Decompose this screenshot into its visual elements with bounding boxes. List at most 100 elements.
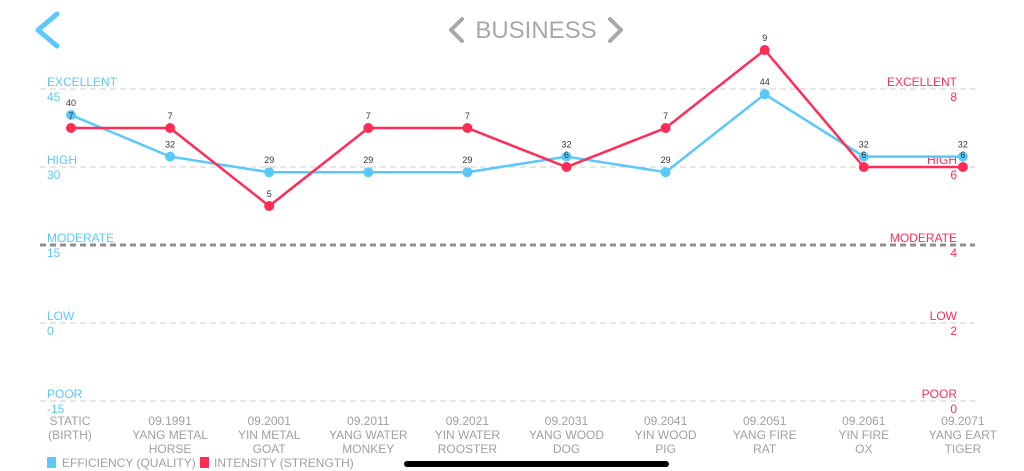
legend-label-intensity: INTENSITY (STRENGTH) [214,456,354,470]
x-tick-label: HORSE [149,442,192,456]
data-label: 7 [68,111,73,121]
data-point [363,123,374,133]
data-point [858,162,869,172]
data-point [264,201,275,211]
data-label: 29 [363,155,373,165]
x-tick-label: 09.2011 [347,414,390,428]
x-tick-label: YIN METAL [238,428,301,442]
x-tick-label: YANG EART [929,428,998,442]
right-level-label: LOW [930,309,958,323]
data-point [462,123,473,133]
right-tick-label: 0 [950,402,957,416]
data-label: 44 [760,77,770,87]
x-tick-label: DOG [553,442,580,456]
legend-label-efficiency: EFFICIENCY (QUALITY) [62,456,196,470]
data-label: 32 [859,140,869,150]
back-icon[interactable] [35,11,60,49]
data-label: 32 [958,140,968,150]
data-point [561,151,572,162]
left-tick-label: 30 [47,168,61,182]
data-label: 5 [267,189,272,199]
data-label: 7 [168,111,173,121]
data-point [165,123,176,133]
data-label: 40 [66,98,76,108]
left-level-label: HIGH [47,153,77,167]
data-label: 9 [762,33,767,43]
data-label: 29 [661,155,671,165]
left-level-label: EXCELLENT [47,75,118,89]
data-point [462,167,473,178]
series-line-efficiency [70,92,963,174]
data-point [957,151,968,162]
x-tick-label: YIN WOOD [635,428,697,442]
data-point [660,123,671,133]
data-label: 6 [960,150,965,160]
left-level-label: MODERATE [47,231,114,245]
left-tick-label: 45 [47,90,61,104]
x-tick-label: YIN FIRE [838,428,889,442]
x-tick-label: MONKEY [342,442,394,456]
x-tick-label: 09.2001 [248,414,292,428]
next-chart-icon[interactable] [608,17,623,43]
right-level-label: MODERATE [890,231,957,245]
data-point [759,89,770,100]
x-tick-label: 09.1991 [148,414,192,428]
x-tick-label: PIG [655,442,676,456]
x-tick-label: 09.2041 [644,414,688,428]
right-level-label: POOR [922,387,958,401]
data-label: 6 [861,150,866,160]
data-label: 6 [564,150,569,160]
x-tick-label: YANG WOOD [529,428,604,442]
data-point [363,167,374,178]
right-tick-label: 2 [950,324,957,338]
right-tick-label: 6 [950,168,957,182]
x-tick-label: TIGER [945,442,982,456]
x-tick-label: 09.2061 [842,414,886,428]
data-label: 7 [366,111,371,121]
x-tick-label: YANG WATER [329,428,408,442]
data-point [957,162,968,172]
x-tick-label: YANG METAL [132,428,208,442]
left-tick-label: -15 [47,402,65,416]
x-tick-label: YANG FIRE [733,428,797,442]
data-point [264,167,275,178]
legend-swatch-intensity [200,457,209,468]
legend-swatch-efficiency [47,457,56,468]
left-tick-label: 0 [47,324,54,338]
x-tick-label: OX [855,442,872,456]
prev-chart-icon[interactable] [449,17,464,43]
right-level-label: HIGH [927,153,957,167]
left-level-label: LOW [47,309,75,323]
data-point [660,167,671,178]
left-level-label: POOR [47,387,83,401]
data-label: 29 [264,155,274,165]
x-tick-label: (BIRTH) [48,428,92,442]
x-tick-label: YIN WATER [435,428,501,442]
right-level-label: EXCELLENT [887,75,958,89]
right-tick-label: 8 [950,90,957,104]
data-point [66,110,76,120]
data-point [561,162,572,172]
x-tick-label: GOAT [253,442,287,456]
x-tick-label: 09.2071 [941,414,985,428]
data-label: 32 [561,140,571,150]
home-indicator[interactable] [404,461,669,467]
data-point [858,151,869,162]
x-tick-label: 09.2031 [545,414,589,428]
x-tick-label: 09.2051 [743,414,787,428]
chart-title: BUSINESS [475,17,596,44]
series-line-intensity [71,48,963,208]
x-tick-label: RAT [753,442,777,456]
data-label: 7 [465,111,470,121]
data-label: 32 [165,140,175,150]
left-tick-label: 15 [47,246,61,260]
x-tick-label: STATIC [50,414,91,428]
data-point [165,151,176,162]
right-tick-label: 4 [950,246,957,260]
data-point [759,45,770,55]
x-tick-label: 09.2021 [446,414,490,428]
data-point [66,123,76,133]
data-label: 7 [663,111,668,121]
x-tick-label: ROOSTER [438,442,498,456]
